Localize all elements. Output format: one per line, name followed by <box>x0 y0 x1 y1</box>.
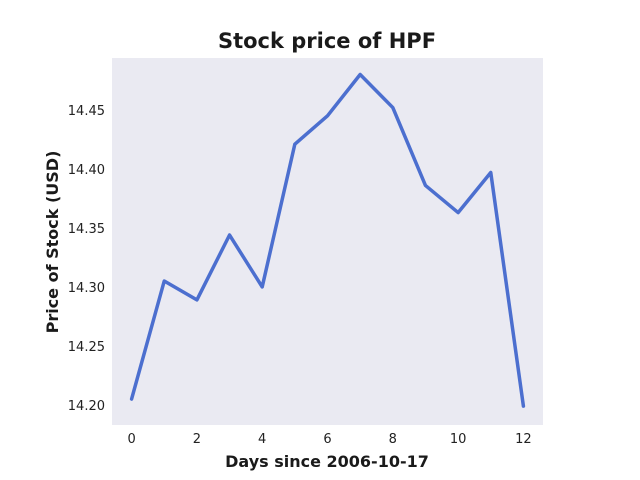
y-tick-label: 14.35 <box>68 222 105 237</box>
chart-title: Stock price of HPF <box>218 29 436 53</box>
y-tick-label: 14.30 <box>68 281 105 296</box>
x-tick-label: 0 <box>127 432 135 447</box>
plot-area <box>112 58 543 425</box>
x-tick-label: 6 <box>323 432 331 447</box>
y-tick-label: 14.25 <box>68 340 105 355</box>
x-axis-title: Days since 2006-10-17 <box>225 452 429 471</box>
series-line <box>129 72 526 408</box>
y-axis-ticks: 14.20 14.25 14.30 14.35 14.40 14.45 <box>68 104 105 414</box>
y-tick-label: 14.45 <box>68 104 105 119</box>
x-tick-label: 4 <box>258 432 266 447</box>
series-layer <box>129 72 526 408</box>
x-tick-label: 2 <box>193 432 201 447</box>
y-axis-title: Price of Stock (USD) <box>43 151 62 334</box>
y-tick-label: 14.40 <box>68 163 105 178</box>
x-tick-label: 10 <box>450 432 467 447</box>
x-tick-label: 8 <box>389 432 397 447</box>
x-axis-ticks: 0 2 4 6 8 10 12 <box>127 432 531 447</box>
y-tick-label: 14.20 <box>68 399 105 414</box>
x-tick-label: 12 <box>515 432 532 447</box>
